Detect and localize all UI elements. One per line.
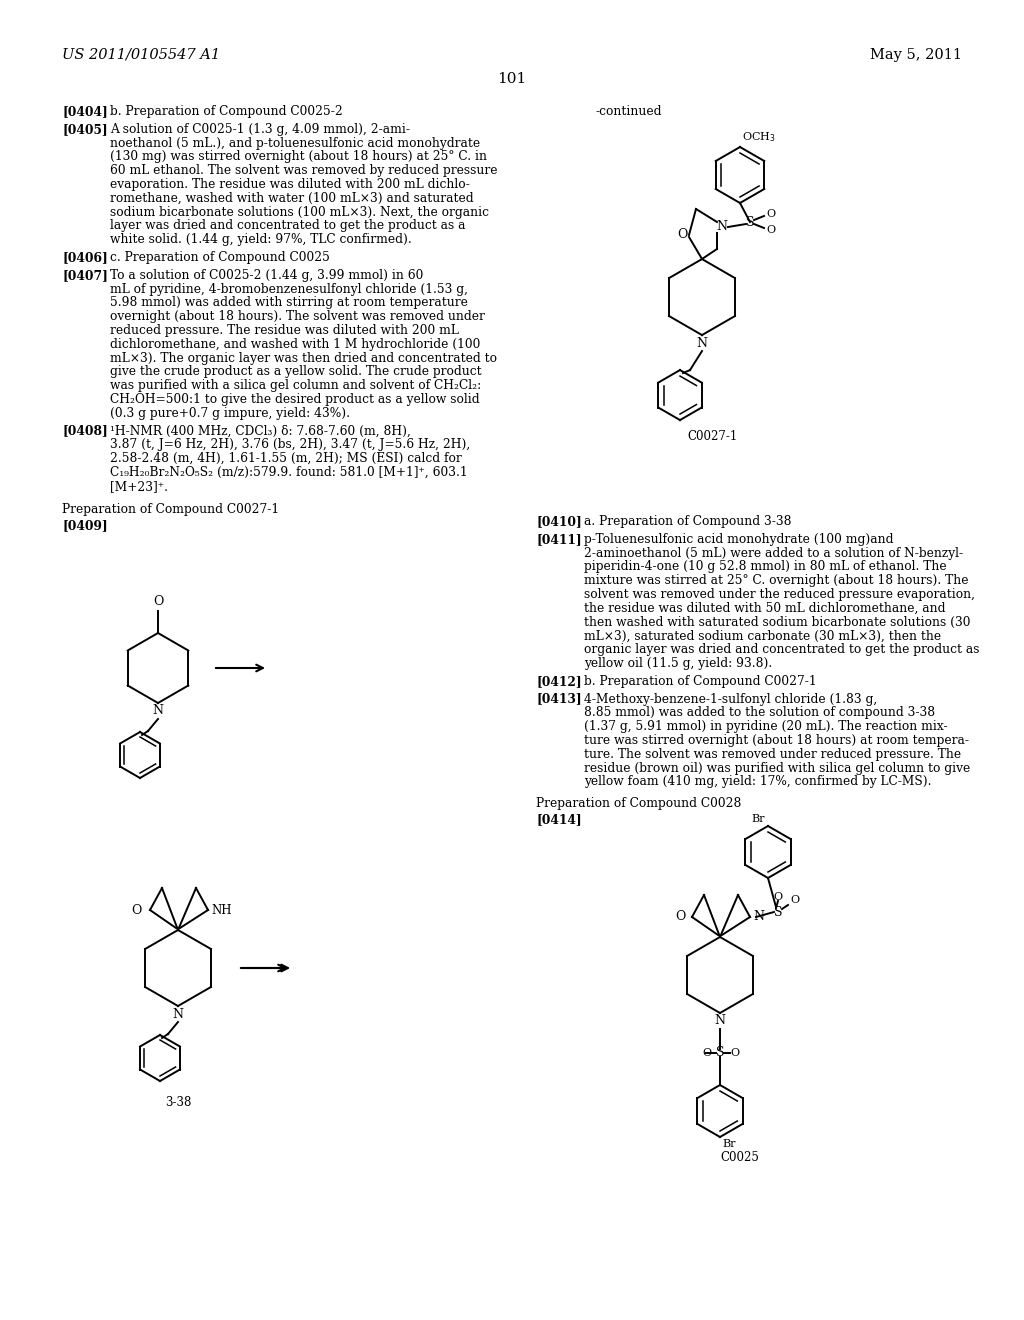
Text: reduced pressure. The residue was diluted with 200 mL: reduced pressure. The residue was dilute…	[110, 323, 459, 337]
Text: evaporation. The residue was diluted with 200 mL dichlo-: evaporation. The residue was diluted wit…	[110, 178, 470, 191]
Text: To a solution of C0025-2 (1.44 g, 3.99 mmol) in 60: To a solution of C0025-2 (1.44 g, 3.99 m…	[110, 269, 423, 281]
Text: O: O	[790, 895, 799, 906]
Text: [0409]: [0409]	[62, 519, 108, 532]
Text: O: O	[766, 224, 775, 235]
Text: Preparation of Compound C0028: Preparation of Compound C0028	[536, 797, 741, 810]
Text: N: N	[172, 1007, 183, 1020]
Text: O: O	[773, 892, 782, 902]
Text: 2.58-2.48 (m, 4H), 1.61-1.55 (m, 2H); MS (ESI) calcd for: 2.58-2.48 (m, 4H), 1.61-1.55 (m, 2H); MS…	[110, 453, 462, 465]
Text: CH₂OH=500:1 to give the desired product as a yellow solid: CH₂OH=500:1 to give the desired product …	[110, 393, 479, 407]
Text: [0412]: [0412]	[536, 675, 582, 688]
Text: 5.98 mmol) was added with stirring at room temperature: 5.98 mmol) was added with stirring at ro…	[110, 297, 468, 309]
Text: US 2011/0105547 A1: US 2011/0105547 A1	[62, 48, 220, 62]
Text: C₁₉H₂₀Br₂N₂O₅S₂ (m/z):579.9. found: 581.0 [M+1]⁺, 603.1: C₁₉H₂₀Br₂N₂O₅S₂ (m/z):579.9. found: 581.…	[110, 466, 468, 479]
Text: [0405]: [0405]	[62, 123, 108, 136]
Text: 2-aminoethanol (5 mL) were added to a solution of N-benzyl-: 2-aminoethanol (5 mL) were added to a so…	[584, 546, 964, 560]
Text: ture. The solvent was removed under reduced pressure. The: ture. The solvent was removed under redu…	[584, 748, 962, 760]
Text: [0406]: [0406]	[62, 251, 108, 264]
Text: the residue was diluted with 50 mL dichloromethane, and: the residue was diluted with 50 mL dichl…	[584, 602, 945, 615]
Text: layer was dried and concentrated to get the product as a: layer was dried and concentrated to get …	[110, 219, 466, 232]
Text: O: O	[702, 1048, 711, 1059]
Text: ¹H-NMR (400 MHz, CDCl₃) δ: 7.68-7.60 (m, 8H),: ¹H-NMR (400 MHz, CDCl₃) δ: 7.68-7.60 (m,…	[110, 425, 411, 438]
Text: (0.3 g pure+0.7 g impure, yield: 43%).: (0.3 g pure+0.7 g impure, yield: 43%).	[110, 407, 350, 420]
Text: white solid. (1.44 g, yield: 97%, TLC confirmed).: white solid. (1.44 g, yield: 97%, TLC co…	[110, 234, 412, 247]
Text: noethanol (5 mL.), and p-toluenesulfonic acid monohydrate: noethanol (5 mL.), and p-toluenesulfonic…	[110, 136, 480, 149]
Text: [0408]: [0408]	[62, 425, 108, 438]
Text: N: N	[153, 705, 164, 718]
Text: [0404]: [0404]	[62, 106, 108, 117]
Text: 60 mL ethanol. The solvent was removed by reduced pressure: 60 mL ethanol. The solvent was removed b…	[110, 164, 498, 177]
Text: a. Preparation of Compound 3-38: a. Preparation of Compound 3-38	[584, 515, 792, 528]
Text: yellow oil (11.5 g, yield: 93.8).: yellow oil (11.5 g, yield: 93.8).	[584, 657, 772, 671]
Text: mL of pyridine, 4-bromobenzenesulfonyl chloride (1.53 g,: mL of pyridine, 4-bromobenzenesulfonyl c…	[110, 282, 468, 296]
Text: Br: Br	[722, 1139, 735, 1148]
Text: romethane, washed with water (100 mL×3) and saturated: romethane, washed with water (100 mL×3) …	[110, 191, 474, 205]
Text: sodium bicarbonate solutions (100 mL×3). Next, the organic: sodium bicarbonate solutions (100 mL×3).…	[110, 206, 489, 219]
Text: A solution of C0025-1 (1.3 g, 4.09 mmol), 2-ami-: A solution of C0025-1 (1.3 g, 4.09 mmol)…	[110, 123, 410, 136]
Text: was purified with a silica gel column and solvent of CH₂Cl₂:: was purified with a silica gel column an…	[110, 379, 481, 392]
Text: yellow foam (410 mg, yield: 17%, confirmed by LC-MS).: yellow foam (410 mg, yield: 17%, confirm…	[584, 775, 932, 788]
Text: Br: Br	[752, 814, 765, 824]
Text: then washed with saturated sodium bicarbonate solutions (30: then washed with saturated sodium bicarb…	[584, 615, 971, 628]
Text: N: N	[717, 220, 727, 234]
Text: overnight (about 18 hours). The solvent was removed under: overnight (about 18 hours). The solvent …	[110, 310, 485, 323]
Text: (1.37 g, 5.91 mmol) in pyridine (20 mL). The reaction mix-: (1.37 g, 5.91 mmol) in pyridine (20 mL).…	[584, 721, 947, 733]
Text: c. Preparation of Compound C0025: c. Preparation of Compound C0025	[110, 251, 330, 264]
Text: N: N	[753, 911, 764, 924]
Text: [0413]: [0413]	[536, 693, 582, 706]
Text: S: S	[745, 215, 755, 228]
Text: 4-Methoxy-benzene-1-sulfonyl chloride (1.83 g,: 4-Methoxy-benzene-1-sulfonyl chloride (1…	[584, 693, 878, 706]
Text: S: S	[774, 906, 782, 919]
Text: O: O	[132, 903, 142, 916]
Text: mL×3). The organic layer was then dried and concentrated to: mL×3). The organic layer was then dried …	[110, 351, 497, 364]
Text: O: O	[676, 911, 686, 924]
Text: dichloromethane, and washed with 1 M hydrochloride (100: dichloromethane, and washed with 1 M hyd…	[110, 338, 480, 351]
Text: b. Preparation of Compound C0027-1: b. Preparation of Compound C0027-1	[584, 675, 816, 688]
Text: O: O	[730, 1048, 739, 1059]
Text: organic layer was dried and concentrated to get the product as: organic layer was dried and concentrated…	[584, 643, 980, 656]
Text: 8.85 mmol) was added to the solution of compound 3-38: 8.85 mmol) was added to the solution of …	[584, 706, 935, 719]
Text: 101: 101	[498, 73, 526, 86]
Text: ture was stirred overnight (about 18 hours) at room tempera-: ture was stirred overnight (about 18 hou…	[584, 734, 969, 747]
Text: [0410]: [0410]	[536, 515, 582, 528]
Text: O: O	[766, 209, 775, 219]
Text: C0025: C0025	[721, 1151, 760, 1164]
Text: [0411]: [0411]	[536, 533, 582, 545]
Text: b. Preparation of Compound C0025-2: b. Preparation of Compound C0025-2	[110, 106, 343, 117]
Text: piperidin-4-one (10 g 52.8 mmol) in 80 mL of ethanol. The: piperidin-4-one (10 g 52.8 mmol) in 80 m…	[584, 561, 946, 573]
Text: O: O	[677, 228, 687, 242]
Text: 3-38: 3-38	[165, 1096, 191, 1109]
Text: C0027-1: C0027-1	[687, 430, 737, 444]
Text: N: N	[696, 337, 708, 350]
Text: OCH$_3$: OCH$_3$	[742, 131, 776, 144]
Text: -continued: -continued	[596, 106, 663, 117]
Text: [0407]: [0407]	[62, 269, 108, 281]
Text: mL×3), saturated sodium carbonate (30 mL×3), then the: mL×3), saturated sodium carbonate (30 mL…	[584, 630, 941, 643]
Text: Preparation of Compound C0027-1: Preparation of Compound C0027-1	[62, 503, 280, 516]
Text: (130 mg) was stirred overnight (about 18 hours) at 25° C. in: (130 mg) was stirred overnight (about 18…	[110, 150, 487, 164]
Text: p-Toluenesulfonic acid monohydrate (100 mg)and: p-Toluenesulfonic acid monohydrate (100 …	[584, 533, 894, 545]
Text: O: O	[153, 595, 163, 609]
Text: mixture was stirred at 25° C. overnight (about 18 hours). The: mixture was stirred at 25° C. overnight …	[584, 574, 969, 587]
Text: NH: NH	[211, 903, 231, 916]
Text: S: S	[716, 1047, 724, 1060]
Text: N: N	[715, 1015, 725, 1027]
Text: give the crude product as a yellow solid. The crude product: give the crude product as a yellow solid…	[110, 366, 481, 379]
Text: [M+23]⁺.: [M+23]⁺.	[110, 479, 168, 492]
Text: residue (brown oil) was purified with silica gel column to give: residue (brown oil) was purified with si…	[584, 762, 971, 775]
Text: 3.87 (t, J=6 Hz, 2H), 3.76 (bs, 2H), 3.47 (t, J=5.6 Hz, 2H),: 3.87 (t, J=6 Hz, 2H), 3.76 (bs, 2H), 3.4…	[110, 438, 470, 451]
Text: solvent was removed under the reduced pressure evaporation,: solvent was removed under the reduced pr…	[584, 587, 975, 601]
Text: [0414]: [0414]	[536, 813, 582, 826]
Text: May 5, 2011: May 5, 2011	[870, 48, 962, 62]
